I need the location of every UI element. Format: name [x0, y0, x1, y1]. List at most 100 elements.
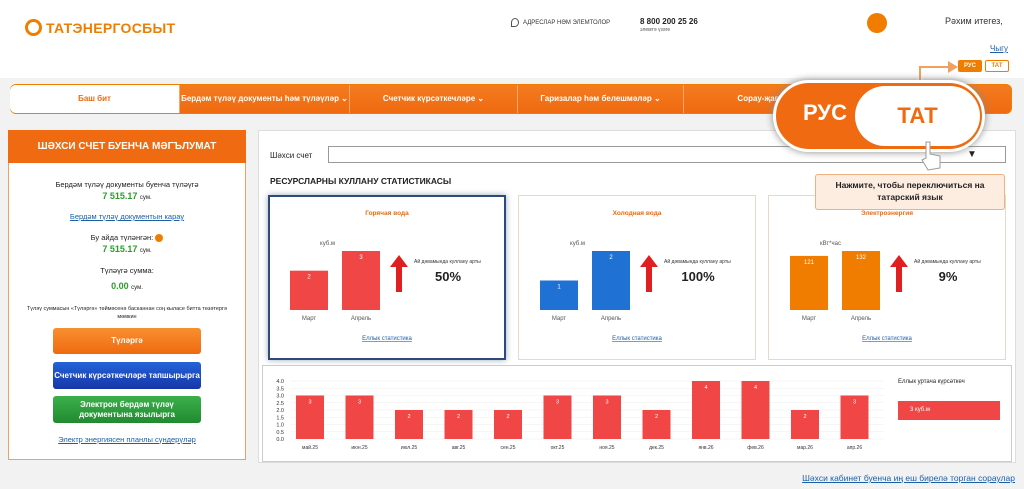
up-arrow: [640, 255, 658, 292]
x-tick-label: дек.25: [649, 445, 664, 451]
bar-label: 3: [308, 400, 311, 406]
logo[interactable]: ТАТЭНЕРГОСБЫТ: [46, 20, 176, 36]
bar-label: 121: [804, 260, 815, 266]
cursor-hand: [921, 141, 941, 171]
bar-label: 132: [856, 255, 867, 261]
stat-card: [518, 195, 756, 360]
bell[interactable]: [867, 13, 887, 33]
card-chart: Электроэнергия кВт*час 121 Март 132 Апрель Ай …: [790, 210, 981, 342]
faq-link[interactable]: Шәхси кабинет буенча иң еш бирелә торган…: [802, 473, 1015, 483]
bar-label: 2: [407, 414, 410, 420]
growth-text: Ай дәвамында куллану арты: [664, 258, 731, 265]
x-tick-label: июн.25: [351, 445, 367, 451]
due-amount: 7 515.17: [102, 191, 138, 201]
category-label: Апрель: [851, 316, 871, 322]
y-tick-label: 3.0: [276, 394, 284, 400]
dropdown-arrow[interactable]: ▼: [967, 149, 977, 160]
nav-item[interactable]: Гаризалар һәм белешмәләр ⌄: [518, 85, 684, 113]
bar-label: 2: [655, 414, 658, 420]
y-tick-label: 4.0: [276, 379, 284, 385]
y-tick-label: 3.5: [276, 386, 284, 392]
callout-tat[interactable]: ТАТ: [855, 86, 980, 146]
x-tick-label: янв.26: [698, 445, 713, 451]
card-unit: куб.м: [320, 241, 335, 247]
nav-item[interactable]: Баш бит: [10, 85, 180, 113]
bar-label: 3: [853, 400, 856, 406]
callout-rus[interactable]: РУС: [803, 100, 847, 125]
bar: [790, 255, 828, 310]
view-link[interactable]: Бердәм түләү документын карау: [69, 212, 185, 221]
outage-link[interactable]: Электр энергиясен планлы сүндерүләр: [58, 435, 196, 444]
bar: [543, 395, 572, 439]
card-chart: Холодная вода куб.м 1 Март 2 Апрель Ай дәвамын…: [540, 210, 731, 342]
lang-rus[interactable]: РУС: [958, 60, 982, 72]
bar: [741, 381, 770, 439]
bar: [791, 410, 819, 439]
card-unit: кВт*час: [820, 241, 841, 247]
annual-link[interactable]: Еллык статистика: [862, 336, 912, 342]
category-label: Март: [302, 316, 317, 322]
annual-link[interactable]: Еллык статистика: [612, 336, 662, 342]
logo-icon: [25, 19, 42, 36]
paid-label: Бу айда түләнгән:: [8, 233, 246, 243]
due-label: Бердәм түләү документы буенча түләүгә: [55, 180, 199, 189]
tooltip: Нажмите, чтобы переключиться на татарски…: [815, 174, 1005, 210]
x-tick-label: авг.25: [452, 445, 466, 451]
to-pay-amount: 0.00: [111, 281, 129, 291]
legend-value: 3 куб.м: [898, 401, 1000, 420]
growth-text: Ай дәвамында куллану арты: [914, 258, 981, 265]
growth-text: Ай дәвамында куллану арты: [414, 258, 481, 265]
paid-amount: 7 515.17: [102, 244, 138, 254]
annual-link[interactable]: Еллык статистика: [362, 336, 412, 342]
category-label: Апрель: [601, 316, 621, 322]
bar: [842, 251, 880, 310]
phone-note: элемтә үзәге: [640, 27, 671, 33]
bar-label: 3: [556, 400, 559, 406]
category-label: Март: [802, 316, 817, 322]
lang-tat[interactable]: ТАТ: [985, 60, 1009, 72]
card-title: Электроэнергия: [861, 210, 913, 217]
paid-label-text: Бу айда түләнгән:: [90, 233, 154, 242]
note: Түләү суммасын «Түләргә» төймәсенә баска…: [26, 306, 228, 320]
logout[interactable]: Чыгу: [990, 44, 1008, 53]
bar-label: 3: [359, 255, 363, 261]
x-tick-label: май.25: [302, 444, 318, 451]
callout-arrows: [917, 61, 958, 83]
account-label: Шәхси счет: [270, 151, 313, 160]
legend-title: Еллык уртача күрсәткеч: [898, 379, 965, 385]
bar-label: 2: [457, 414, 460, 420]
y-tick-label: 1.5: [276, 415, 284, 421]
y-tick-label: 0.5: [276, 430, 284, 436]
info-icon[interactable]: [155, 234, 164, 243]
bar: [345, 395, 374, 439]
x-tick-label: июл.25: [401, 445, 418, 451]
bar: [540, 280, 578, 310]
growth: 100%: [681, 269, 715, 284]
subscribe-button[interactable]: Электрон бердәм түләү документына язылыр…: [53, 396, 201, 423]
address-link[interactable]: АДРЕСЛАР НӘМ ЭЛЕМТОЛОР: [523, 20, 611, 26]
card-unit: куб.м: [570, 241, 585, 247]
nav-item[interactable]: Счетчик күрсәткечләре ⌄: [350, 85, 518, 113]
bar-label: 2: [803, 414, 806, 420]
bar-label: 2: [506, 414, 509, 420]
bar: [290, 270, 328, 310]
currency: сум.: [139, 195, 152, 201]
bar-label: 2: [609, 255, 613, 261]
bar: [494, 410, 522, 439]
x-tick-label: окт.25: [551, 445, 565, 451]
nav-item[interactable]: Бердәм түләү документы һәм түләүләр ⌄: [180, 85, 350, 113]
pin-icon: [511, 18, 519, 27]
bar: [592, 251, 630, 310]
y-tick-label: 2.0: [276, 408, 284, 414]
pay-button[interactable]: Түләргә: [53, 328, 201, 354]
bar: [395, 410, 423, 439]
y-tick-label: 2.5: [276, 401, 284, 407]
greeting: Рәхим итегез,: [945, 16, 1003, 26]
currency: сум.: [139, 248, 152, 254]
bar: [642, 410, 671, 439]
bar: [296, 395, 324, 439]
meter-button[interactable]: Счетчик күрсәткечләре тапшырырга: [53, 362, 201, 389]
x-tick-label: апр.26: [847, 445, 862, 451]
to-pay-label: Түләүгә сумма:: [100, 266, 154, 275]
